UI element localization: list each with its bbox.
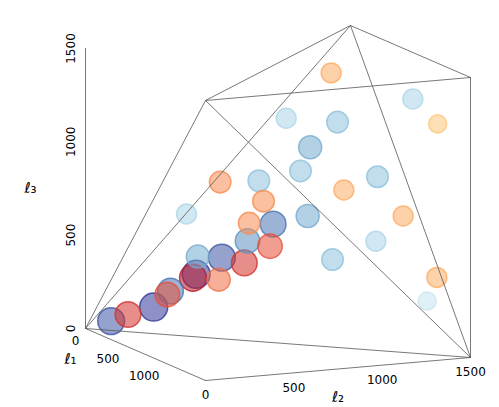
svg-text:1000: 1000 (129, 369, 160, 383)
svg-text:ℓ₃: ℓ₃ (23, 179, 36, 197)
svg-text:0: 0 (64, 325, 78, 333)
svg-text:1000: 1000 (64, 127, 78, 158)
svg-text:1000: 1000 (367, 373, 398, 387)
svg-text:ℓ₂: ℓ₂ (331, 388, 344, 406)
svg-text:500: 500 (282, 381, 305, 395)
svg-text:1500: 1500 (64, 33, 78, 64)
svg-text:ℓ₁: ℓ₁ (63, 350, 76, 368)
svg-text:0: 0 (72, 334, 80, 348)
svg-text:1500: 1500 (455, 365, 486, 379)
svg-text:500: 500 (64, 224, 78, 247)
svg-text:500: 500 (97, 352, 120, 366)
svg-text:0: 0 (202, 388, 210, 402)
